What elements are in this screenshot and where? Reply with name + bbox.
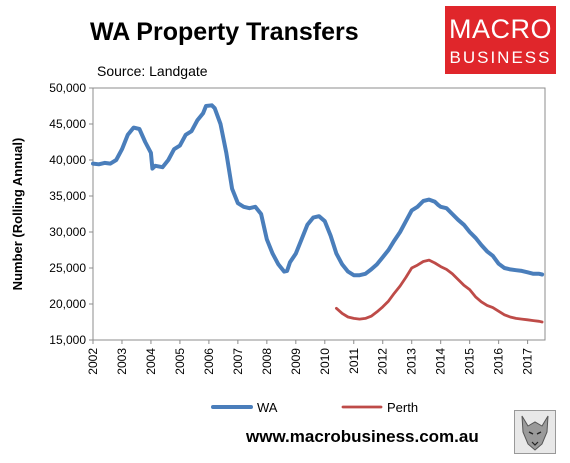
y-axis-label: Number (Rolling Annual) (10, 138, 25, 291)
y-tick-label: 30,000 (49, 225, 86, 239)
x-tick-label: 2003 (115, 348, 129, 375)
x-tick-label: 2014 (434, 348, 448, 375)
x-tick-label: 2007 (231, 348, 245, 375)
x-tick-label: 2011 (347, 348, 361, 374)
y-tick-label: 40,000 (49, 153, 86, 167)
x-tick-label: 2008 (260, 348, 274, 375)
series-line-perth (335, 258, 544, 324)
x-tick-label: 2010 (318, 348, 332, 375)
y-tick-label: 35,000 (49, 189, 86, 203)
series-layer (91, 103, 545, 324)
x-tick-label: 2015 (463, 348, 477, 375)
y-axis: 15,000 20,000 25,000 30,000 35,000 40,000 45,0… (49, 81, 93, 347)
y-tick-label: 15,000 (49, 333, 86, 347)
x-tick-label: 2002 (86, 348, 100, 375)
y-tick-label: 25,000 (49, 261, 86, 275)
legend-label-perth: Perth (387, 400, 418, 415)
x-tick-label: 2016 (492, 348, 506, 375)
x-tick-label: 2009 (289, 348, 303, 375)
x-tick-label: 2013 (405, 348, 419, 375)
y-tick-label: 50,000 (49, 81, 86, 95)
logo-line-1: MACRO (449, 14, 552, 44)
page-title: WA Property Transfers (90, 18, 359, 46)
x-tick-label: 2004 (144, 348, 158, 375)
x-tick-label: 2005 (173, 348, 187, 375)
x-tick-label: 2017 (521, 348, 535, 375)
series-line-wa (91, 103, 545, 278)
y-tick-label: 20,000 (49, 297, 86, 311)
x-tick-label: 2006 (202, 348, 216, 375)
source-label: Source: Landgate (97, 63, 208, 79)
legend-label-wa: WA (257, 400, 278, 415)
x-tick-label: 2012 (376, 348, 390, 375)
x-axis: 2002 2003 2004 2005 2006 2007 2008 2009 2010 2011… (86, 340, 535, 375)
legend: WA Perth (211, 400, 418, 415)
wolf-logo-icon (514, 410, 556, 454)
logo-line-2: BUSINESS (449, 48, 552, 67)
plot-area (92, 87, 546, 341)
macrobusiness-logo: MACRO BUSINESS (445, 6, 556, 74)
website-footer: www.macrobusiness.com.au (246, 427, 479, 446)
y-tick-label: 45,000 (49, 117, 86, 131)
